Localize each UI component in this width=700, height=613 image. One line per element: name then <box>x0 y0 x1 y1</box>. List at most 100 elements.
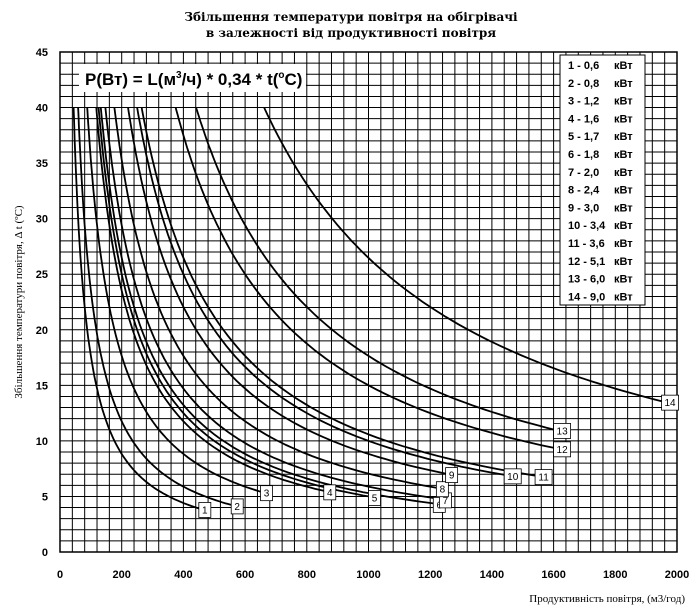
curve-label-3: 3 <box>260 485 273 502</box>
plot-frame <box>59 51 678 553</box>
curve-label-box <box>553 423 571 439</box>
x-tick-label: 1800 <box>603 569 627 581</box>
y-tick-label: 20 <box>36 325 48 337</box>
series-line-13 <box>195 107 554 431</box>
curve-label-text: 1 <box>202 505 208 516</box>
curves <box>72 107 662 510</box>
curve-label-box <box>503 468 522 485</box>
y-tick-label: 30 <box>36 214 48 226</box>
curve-label-box <box>230 498 244 515</box>
curve-label-box <box>435 481 449 498</box>
y-tick-label: 25 <box>36 269 48 281</box>
formula-prefix: P(Вт) = L(м <box>85 70 176 89</box>
legend-item-6: 6 - 1,8 кВт <box>568 149 633 161</box>
legend-item-unit: кВт <box>614 167 633 179</box>
legend-item-4: 4 - 1,6 кВт <box>568 113 633 125</box>
x-tick-label: 1000 <box>356 569 380 581</box>
legend-item-2: 2 - 0,8 кВт <box>568 78 633 90</box>
series-line-5 <box>97 107 369 498</box>
y-tick-label: 0 <box>42 547 48 559</box>
legend-item-label: 9 - 3,0 <box>568 202 599 214</box>
legend-item-label: 2 - 0,8 <box>568 78 599 90</box>
series-line-1 <box>72 107 200 510</box>
x-axis-label: Продуктивність повітря, (м3/год) <box>529 593 685 605</box>
legend-item-unit: кВт <box>614 238 633 250</box>
x-tick-label: 2000 <box>665 569 689 581</box>
curve-label-box <box>445 467 459 483</box>
curve-label-text: 8 <box>440 485 446 496</box>
curve-label-box <box>323 484 337 501</box>
legend-item-unit: кВт <box>614 60 633 72</box>
series-line-9 <box>127 107 446 475</box>
x-tick-label: 1600 <box>541 569 565 581</box>
series-line-2 <box>77 107 232 506</box>
y-tick-label: 45 <box>36 47 48 59</box>
curve-label-text: 9 <box>449 471 455 482</box>
series-line-8 <box>113 107 437 489</box>
curve-label-5: 5 <box>368 490 381 506</box>
x-tick-label: 400 <box>174 569 192 581</box>
curve-label-box <box>661 394 679 411</box>
legend-item-unit: кВт <box>614 291 633 303</box>
curve-labels: 1234567891011121314 <box>198 394 679 518</box>
legend-item-label: 11 - 3,6 <box>568 238 605 250</box>
y-tick-label: 35 <box>36 158 48 170</box>
series-line-3 <box>86 107 261 493</box>
curve-label-9: 9 <box>445 467 459 483</box>
curve-label-14: 14 <box>661 394 679 411</box>
x-tick-label: 600 <box>236 569 254 581</box>
y-axis-ticks: 0 5 10 15 20 25 30 35 40 45 <box>36 47 48 559</box>
legend-item-label: 10 - 3,4 <box>568 220 606 232</box>
formula-middle: /ч) * 0,34 * t( <box>182 70 279 89</box>
curve-label-box <box>368 490 381 506</box>
x-tick-label: 1200 <box>418 569 442 581</box>
legend-item-unit: кВт <box>614 220 633 232</box>
curve-label-text: 3 <box>264 489 270 500</box>
curve-label-12: 12 <box>553 441 571 458</box>
legend-item-8: 8 - 2,4 кВт <box>568 185 633 197</box>
legend-item-label: 4 - 1,6 <box>568 113 599 125</box>
y-tick-label: 40 <box>36 103 48 115</box>
legend-item-label: 1 - 0,6 <box>568 60 599 72</box>
formula-text: P(Вт) = L(м3/ч) * 0,34 * t(oC) <box>85 70 302 89</box>
curve-label-text: 12 <box>557 445 569 456</box>
chart-title-line2: в залежності від продуктивності повітря <box>206 26 496 40</box>
legend-item-unit: кВт <box>614 185 633 197</box>
curve-label-box <box>553 441 571 458</box>
curve-label-box <box>198 502 212 518</box>
legend-item-label: 6 - 1,8 <box>568 149 599 161</box>
formula-sup1: 3 <box>176 70 182 81</box>
curve-label-text: 10 <box>507 472 519 483</box>
legend: 1 - 0,6 кВт 2 - 0,8 кВт 3 - 1,2 кВт 4 - 1,6 кВт… <box>559 54 646 306</box>
series-line-11 <box>140 107 536 477</box>
legend-item-label: 8 - 2,4 <box>568 185 600 197</box>
curve-label-4: 4 <box>323 484 337 501</box>
y-axis-label: Збільшення температури повітря, Δ t (ºC) <box>13 205 25 398</box>
legend-item-unit: кВт <box>614 96 633 108</box>
y-tick-label: 15 <box>36 380 48 392</box>
legend-item-label: 3 - 1,2 <box>568 96 599 108</box>
legend-frame <box>559 54 646 306</box>
curve-label-text: 5 <box>372 493 378 504</box>
curve-label-text: 7 <box>443 496 449 507</box>
curve-label-11: 11 <box>534 469 553 486</box>
curve-label-text: 14 <box>665 398 677 409</box>
curve-label-box <box>260 485 273 502</box>
x-tick-label: 1400 <box>480 569 504 581</box>
curve-label-8: 8 <box>435 481 449 498</box>
legend-item-label: 14 - 9,0 <box>568 291 605 303</box>
series-line-12 <box>174 107 554 449</box>
formula-box: P(Вт) = L(м3/ч) * 0,34 * t(oC) <box>79 64 306 92</box>
x-axis-ticks: 0 200 400 600 800 1000 1200 1400 1600 1800 2000 <box>57 569 689 581</box>
y-tick-label: 10 <box>36 436 48 448</box>
legend-item-9: 9 - 3,0 кВт <box>568 202 633 214</box>
legend-item-5: 5 - 1,7 кВт <box>568 131 633 143</box>
x-tick-label: 0 <box>57 569 63 581</box>
legend-item-unit: кВт <box>614 113 633 125</box>
curve-label-text: 11 <box>538 473 549 484</box>
legend-item-unit: кВт <box>614 202 633 214</box>
y-tick-label: 5 <box>42 491 48 503</box>
series-line-4 <box>95 107 324 492</box>
curve-label-2: 2 <box>230 498 244 515</box>
formula-suffix: C) <box>285 70 303 89</box>
